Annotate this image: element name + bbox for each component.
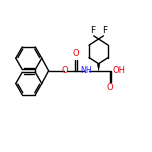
Text: NH: NH: [80, 66, 92, 75]
Text: O: O: [72, 49, 79, 59]
Text: F: F: [90, 26, 95, 35]
Text: F: F: [102, 26, 107, 35]
Text: O: O: [61, 66, 68, 75]
Text: O: O: [106, 83, 113, 92]
Polygon shape: [97, 64, 100, 71]
Text: OH: OH: [112, 66, 125, 75]
